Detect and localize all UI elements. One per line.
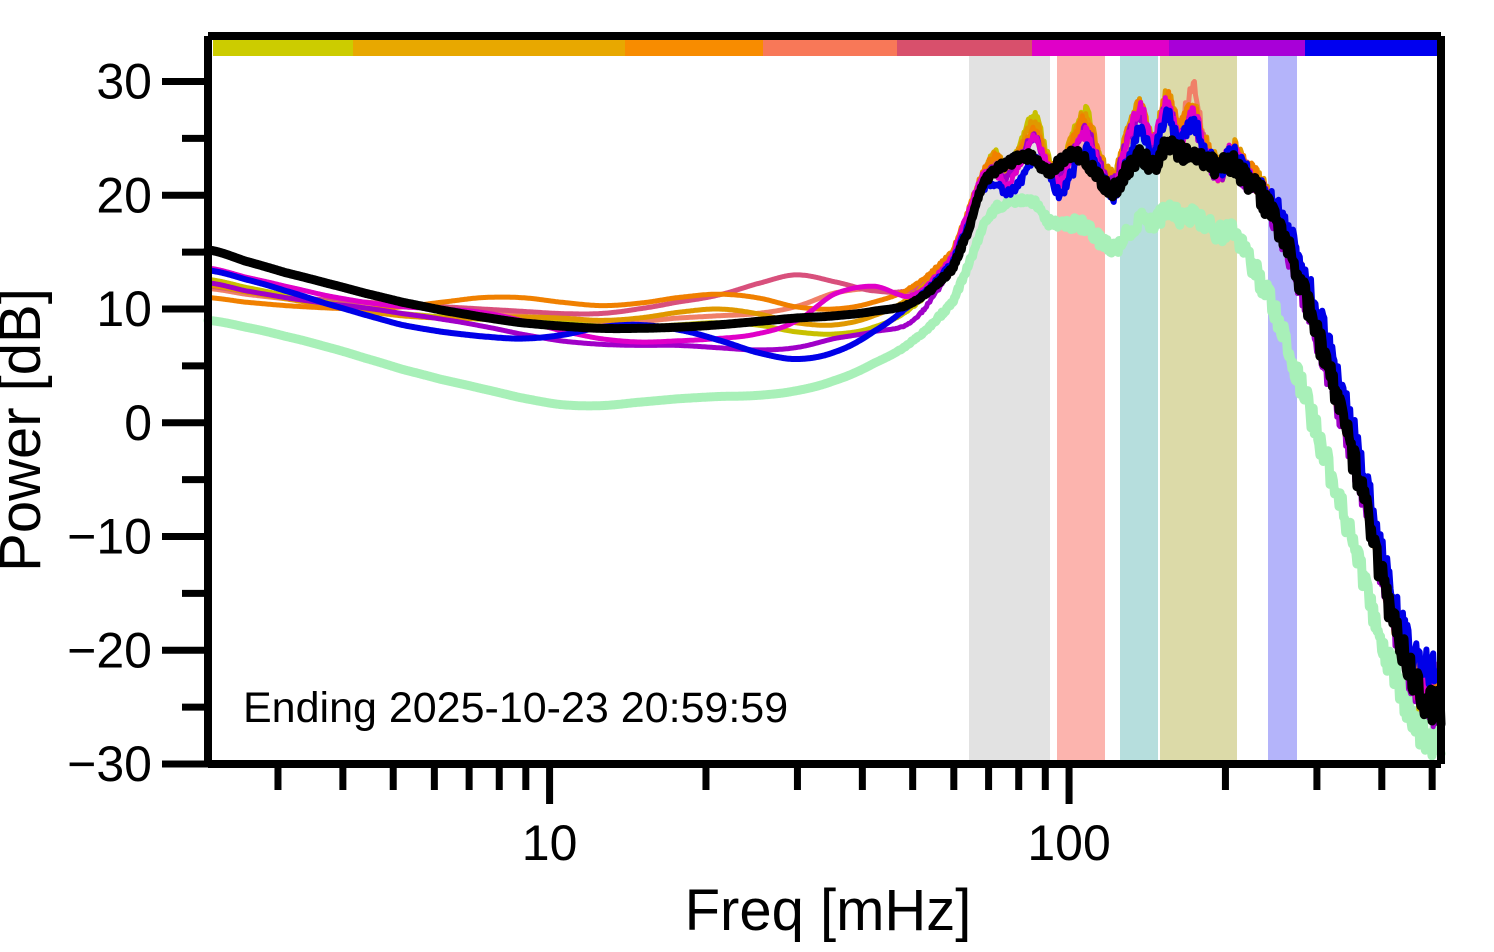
- band-periwinkle: [1268, 52, 1297, 764]
- colorbar-segment-6: [1169, 39, 1305, 56]
- y-tick-label-30: 30: [96, 54, 152, 110]
- y-tick-label-0: 0: [124, 395, 152, 451]
- y-tick-label--20: −20: [67, 622, 152, 678]
- colorbar-segment-5: [1032, 39, 1169, 56]
- axes-frame-layer: [204, 32, 1445, 768]
- x-tick-label-100: 100: [1027, 815, 1110, 871]
- curve-station-green: [203, 193, 1446, 761]
- y-tick-label--10: −10: [67, 509, 152, 565]
- y-tick-label--30: −30: [67, 736, 152, 792]
- colorbar-segment-1: [353, 39, 625, 56]
- colorbar-segment-7: [1305, 39, 1437, 56]
- colorbar-layer: [213, 39, 1437, 56]
- colorbar-segment-2: [625, 39, 763, 56]
- y-tick-label-10: 10: [96, 281, 152, 337]
- y-tick-label-20: 20: [96, 167, 152, 223]
- colorbar-segment-0: [213, 39, 353, 56]
- axis-tick-labels: −30 −20 −10 0 10 20 30 10 100: [67, 54, 1111, 872]
- ending-timestamp-annotation: Ending 2025-10-23 20:59:59: [243, 684, 788, 732]
- colorbar-segment-4: [897, 39, 1032, 56]
- x-axis-title: Freq [mHz]: [685, 878, 972, 943]
- colorbar-segment-3: [763, 39, 897, 56]
- curve-median: [203, 135, 1446, 729]
- axis-ticks-layer: [162, 78, 1436, 804]
- y-axis-title: Power [dB]: [0, 288, 53, 572]
- data-curves-layer: [203, 79, 1446, 761]
- x-tick-label-10: 10: [522, 815, 578, 871]
